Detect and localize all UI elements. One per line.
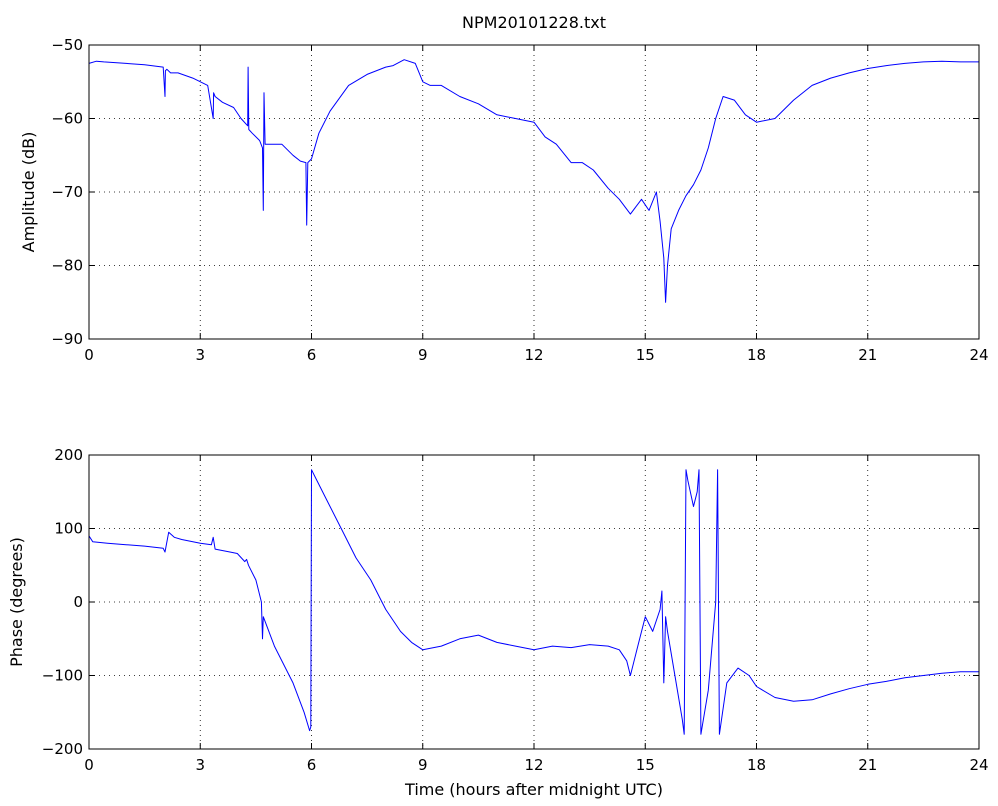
amplitude-x-tick-label: 6 — [307, 346, 317, 364]
amplitude-plot — [88, 59, 979, 303]
phase-x-tick-label: 12 — [524, 756, 543, 774]
amplitude-y-tick-label: −70 — [51, 183, 83, 201]
phase-x-tick-labels: 0 3 6 9 12 15 18 21 24 — [84, 756, 988, 774]
phase-y-tick-label: 200 — [54, 446, 83, 464]
phase-x-tick-label: 0 — [84, 756, 94, 774]
amplitude-x-tick-label: 24 — [969, 346, 988, 364]
amplitude-y-tick-label: −80 — [51, 257, 83, 275]
amplitude-x-tick-label: 18 — [747, 346, 766, 364]
amplitude-x-tick-label: 0 — [84, 346, 94, 364]
phase-y-tick-labels: −200 −100 0 100 200 — [42, 446, 83, 758]
phase-ticks — [88, 454, 980, 750]
phase-x-axis-label: Time (hours after midnight UTC) — [404, 780, 663, 799]
phase-y-tick-label: −200 — [42, 740, 83, 758]
phase-x-tick-label: 3 — [195, 756, 205, 774]
amplitude-y-tick-label: −50 — [51, 36, 83, 54]
amplitude-series-line — [88, 59, 979, 303]
phase-y-tick-label: 0 — [73, 593, 83, 611]
phase-y-tick-label: −100 — [42, 667, 83, 685]
amplitude-x-tick-label: 9 — [418, 346, 428, 364]
amplitude-x-tick-label: 15 — [636, 346, 655, 364]
phase-plot — [88, 469, 979, 735]
phase-y-axis-label: Phase (degrees) — [7, 537, 26, 667]
phase-x-tick-label: 21 — [858, 756, 877, 774]
phase-chart: 0 3 6 9 12 15 18 21 24 −200 −100 0 100 200 Phase (de… — [7, 446, 989, 799]
amplitude-ticks — [88, 44, 980, 340]
phase-x-tick-label: 15 — [636, 756, 655, 774]
phase-x-tick-label: 24 — [969, 756, 988, 774]
phase-series-line — [88, 469, 979, 735]
phase-grid — [89, 455, 979, 749]
amplitude-y-axis-label: Amplitude (dB) — [19, 132, 38, 253]
amplitude-x-tick-label: 12 — [524, 346, 543, 364]
phase-y-tick-label: 100 — [54, 520, 83, 538]
amplitude-y-tick-label: −90 — [51, 330, 83, 348]
amplitude-x-tick-labels: 0 3 6 9 12 15 18 21 24 — [84, 346, 988, 364]
figure-title: NPM20101228.txt — [462, 13, 606, 32]
amplitude-chart: 0 3 6 9 12 15 18 21 24 −90 −80 −70 −60 −50 Amplitude… — [19, 36, 989, 364]
amplitude-y-tick-labels: −90 −80 −70 −60 −50 — [51, 36, 83, 348]
phase-x-tick-label: 9 — [418, 756, 428, 774]
amplitude-grid — [89, 45, 979, 339]
amplitude-x-tick-label: 21 — [858, 346, 877, 364]
phase-x-tick-label: 6 — [307, 756, 317, 774]
amplitude-x-tick-label: 3 — [195, 346, 205, 364]
phase-x-tick-label: 18 — [747, 756, 766, 774]
amplitude-y-tick-label: −60 — [51, 110, 83, 128]
